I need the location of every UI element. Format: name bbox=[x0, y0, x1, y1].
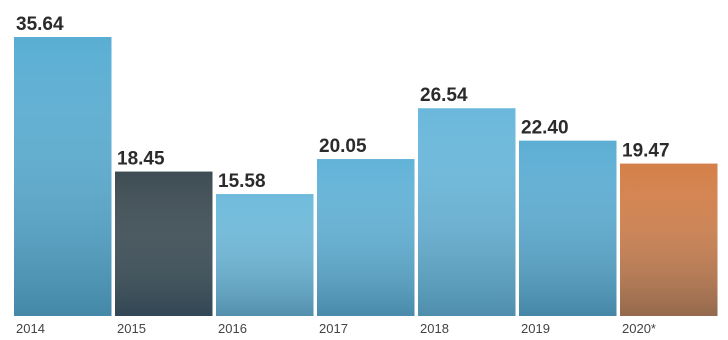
value-label: 26.54 bbox=[420, 85, 468, 106]
bar-shade bbox=[115, 171, 213, 316]
value-label: 15.58 bbox=[218, 171, 266, 192]
bar-shade bbox=[620, 163, 718, 316]
value-label: 18.45 bbox=[117, 149, 165, 170]
x-tick-label: 2016 bbox=[218, 321, 247, 336]
bar-shade bbox=[418, 108, 516, 317]
x-tick-label: 2018 bbox=[420, 321, 449, 336]
x-tick-label: 2020* bbox=[622, 321, 656, 336]
bar-shade bbox=[317, 159, 415, 316]
value-label: 22.40 bbox=[521, 118, 569, 139]
bar-shade bbox=[519, 140, 617, 316]
x-tick-label: 2019 bbox=[521, 321, 550, 336]
x-tick-label: 2015 bbox=[117, 321, 146, 336]
x-tick-label: 2017 bbox=[319, 321, 348, 336]
bar-shade bbox=[216, 194, 314, 316]
bar-shade bbox=[14, 37, 112, 316]
x-tick-label: 2014 bbox=[16, 321, 45, 336]
value-label: 20.05 bbox=[319, 136, 367, 157]
value-label: 35.64 bbox=[16, 14, 64, 35]
value-label: 19.47 bbox=[622, 141, 670, 162]
